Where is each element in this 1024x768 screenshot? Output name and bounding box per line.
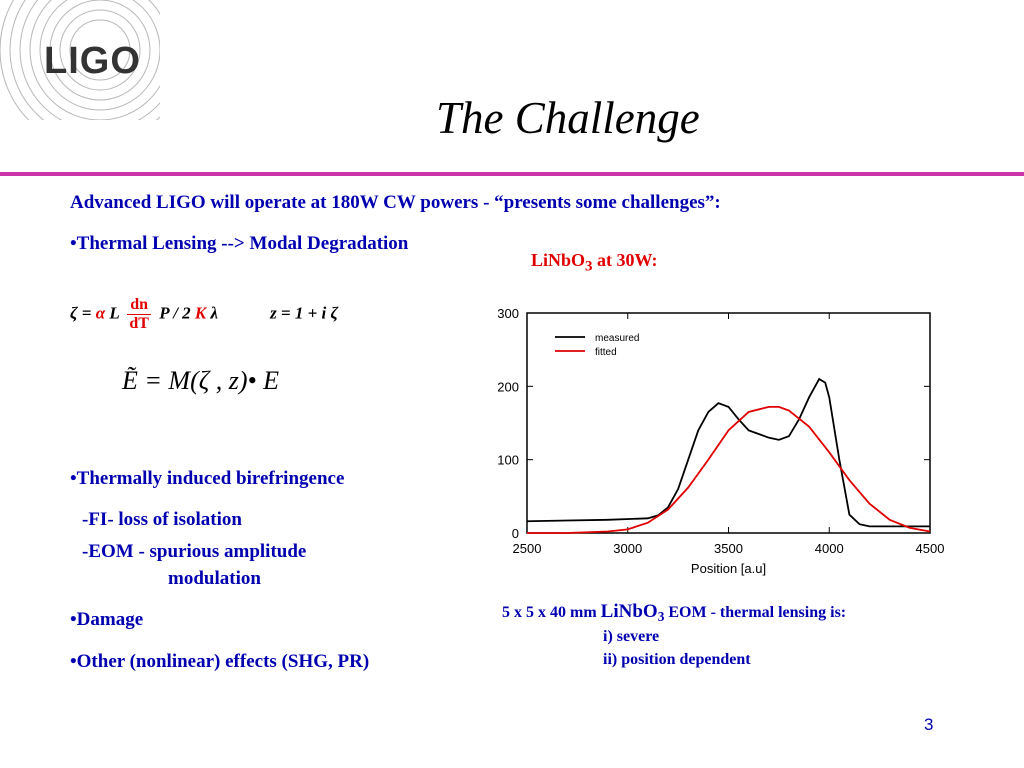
bullet-nonlinear: •Other (nonlinear) effects (SHG, PR) bbox=[70, 651, 370, 672]
plot-heading: LiNbO3 at 30W: bbox=[531, 250, 658, 276]
caption-suffix: EOM - thermal lensing is: bbox=[664, 604, 847, 621]
caption-line1: 5 x 5 x 40 mm LiNbO3 EOM - thermal lensi… bbox=[502, 601, 846, 625]
x-tick-label: 3500 bbox=[714, 541, 743, 556]
caption-item-severe: i) severe bbox=[603, 628, 660, 645]
y-tick-label: 300 bbox=[497, 306, 519, 321]
eq-L: L bbox=[105, 303, 124, 323]
eq-z: z = 1 + i ζ bbox=[270, 303, 339, 323]
eq-alpha: α bbox=[95, 303, 106, 323]
caption-prefix: 5 x 5 x 40 mm bbox=[502, 604, 601, 621]
y-tick-label: 0 bbox=[512, 526, 519, 541]
bullet-thermal-lensing: •Thermal Lensing --> Modal Degradation bbox=[70, 233, 409, 254]
eq-frac-den: dT bbox=[129, 315, 149, 332]
bullet-damage: •Damage bbox=[70, 609, 144, 630]
eq-frac-num: dn bbox=[127, 296, 151, 315]
eq-mid: P / 2 bbox=[154, 303, 195, 323]
plot-frame bbox=[526, 312, 931, 534]
eq-fraction: dn dT bbox=[127, 296, 151, 333]
plot-heading-suffix: at 30W: bbox=[592, 250, 658, 270]
y-tick-label: 100 bbox=[497, 453, 519, 468]
page-number: 3 bbox=[924, 715, 934, 734]
x-axis-label: Position [a.u] bbox=[691, 561, 766, 576]
y-tick-label: 200 bbox=[497, 379, 519, 394]
intro-text: Advanced LIGO will operate at 180W CW po… bbox=[70, 192, 721, 213]
x-tick-label: 4000 bbox=[815, 541, 844, 556]
slide-title: The Challenge bbox=[436, 93, 700, 143]
caption-crystal: LiNbO bbox=[600, 601, 658, 622]
sub-bullet-eom: -EOM - spurious amplitude bbox=[82, 541, 307, 562]
equation-zeta: ζ = α L dn dT P / 2 K λ z = 1 + i ζ bbox=[70, 296, 338, 333]
title-divider bbox=[0, 172, 1024, 176]
legend-label-fitted: fitted bbox=[595, 347, 617, 358]
eq-lhs: ζ = bbox=[70, 303, 96, 323]
x-tick-label: 4500 bbox=[916, 541, 945, 556]
plot-heading-sub: 3 bbox=[585, 258, 593, 275]
caption-item-position: ii) position dependent bbox=[603, 651, 751, 668]
bullet-birefringence: •Thermally induced birefringence bbox=[70, 468, 345, 489]
x-tick-label: 3000 bbox=[613, 541, 642, 556]
ligo-logo-arcs bbox=[0, 0, 160, 120]
eq-K: K bbox=[194, 303, 207, 323]
equation-field-propagation: Ẽ = M(ζ , z)• E bbox=[122, 366, 280, 395]
sub-bullet-fi: -FI- loss of isolation bbox=[82, 509, 242, 530]
x-tick-label: 2500 bbox=[513, 541, 542, 556]
plot-heading-prefix: LiNbO bbox=[531, 250, 586, 270]
legend-label-measured: measured bbox=[595, 333, 639, 344]
sub-bullet-eom-cont: modulation bbox=[168, 568, 261, 589]
beam-profile-chart: 2500 3000 3500 4000 4500 0 100 200 300 Position [… bbox=[497, 306, 945, 576]
series-line-fitted bbox=[527, 405, 931, 534]
series-line-measured bbox=[526, 377, 930, 528]
ligo-logo: LIGO bbox=[44, 40, 141, 82]
eq-lambda: λ bbox=[206, 303, 219, 323]
caption-sub: 3 bbox=[657, 609, 665, 625]
